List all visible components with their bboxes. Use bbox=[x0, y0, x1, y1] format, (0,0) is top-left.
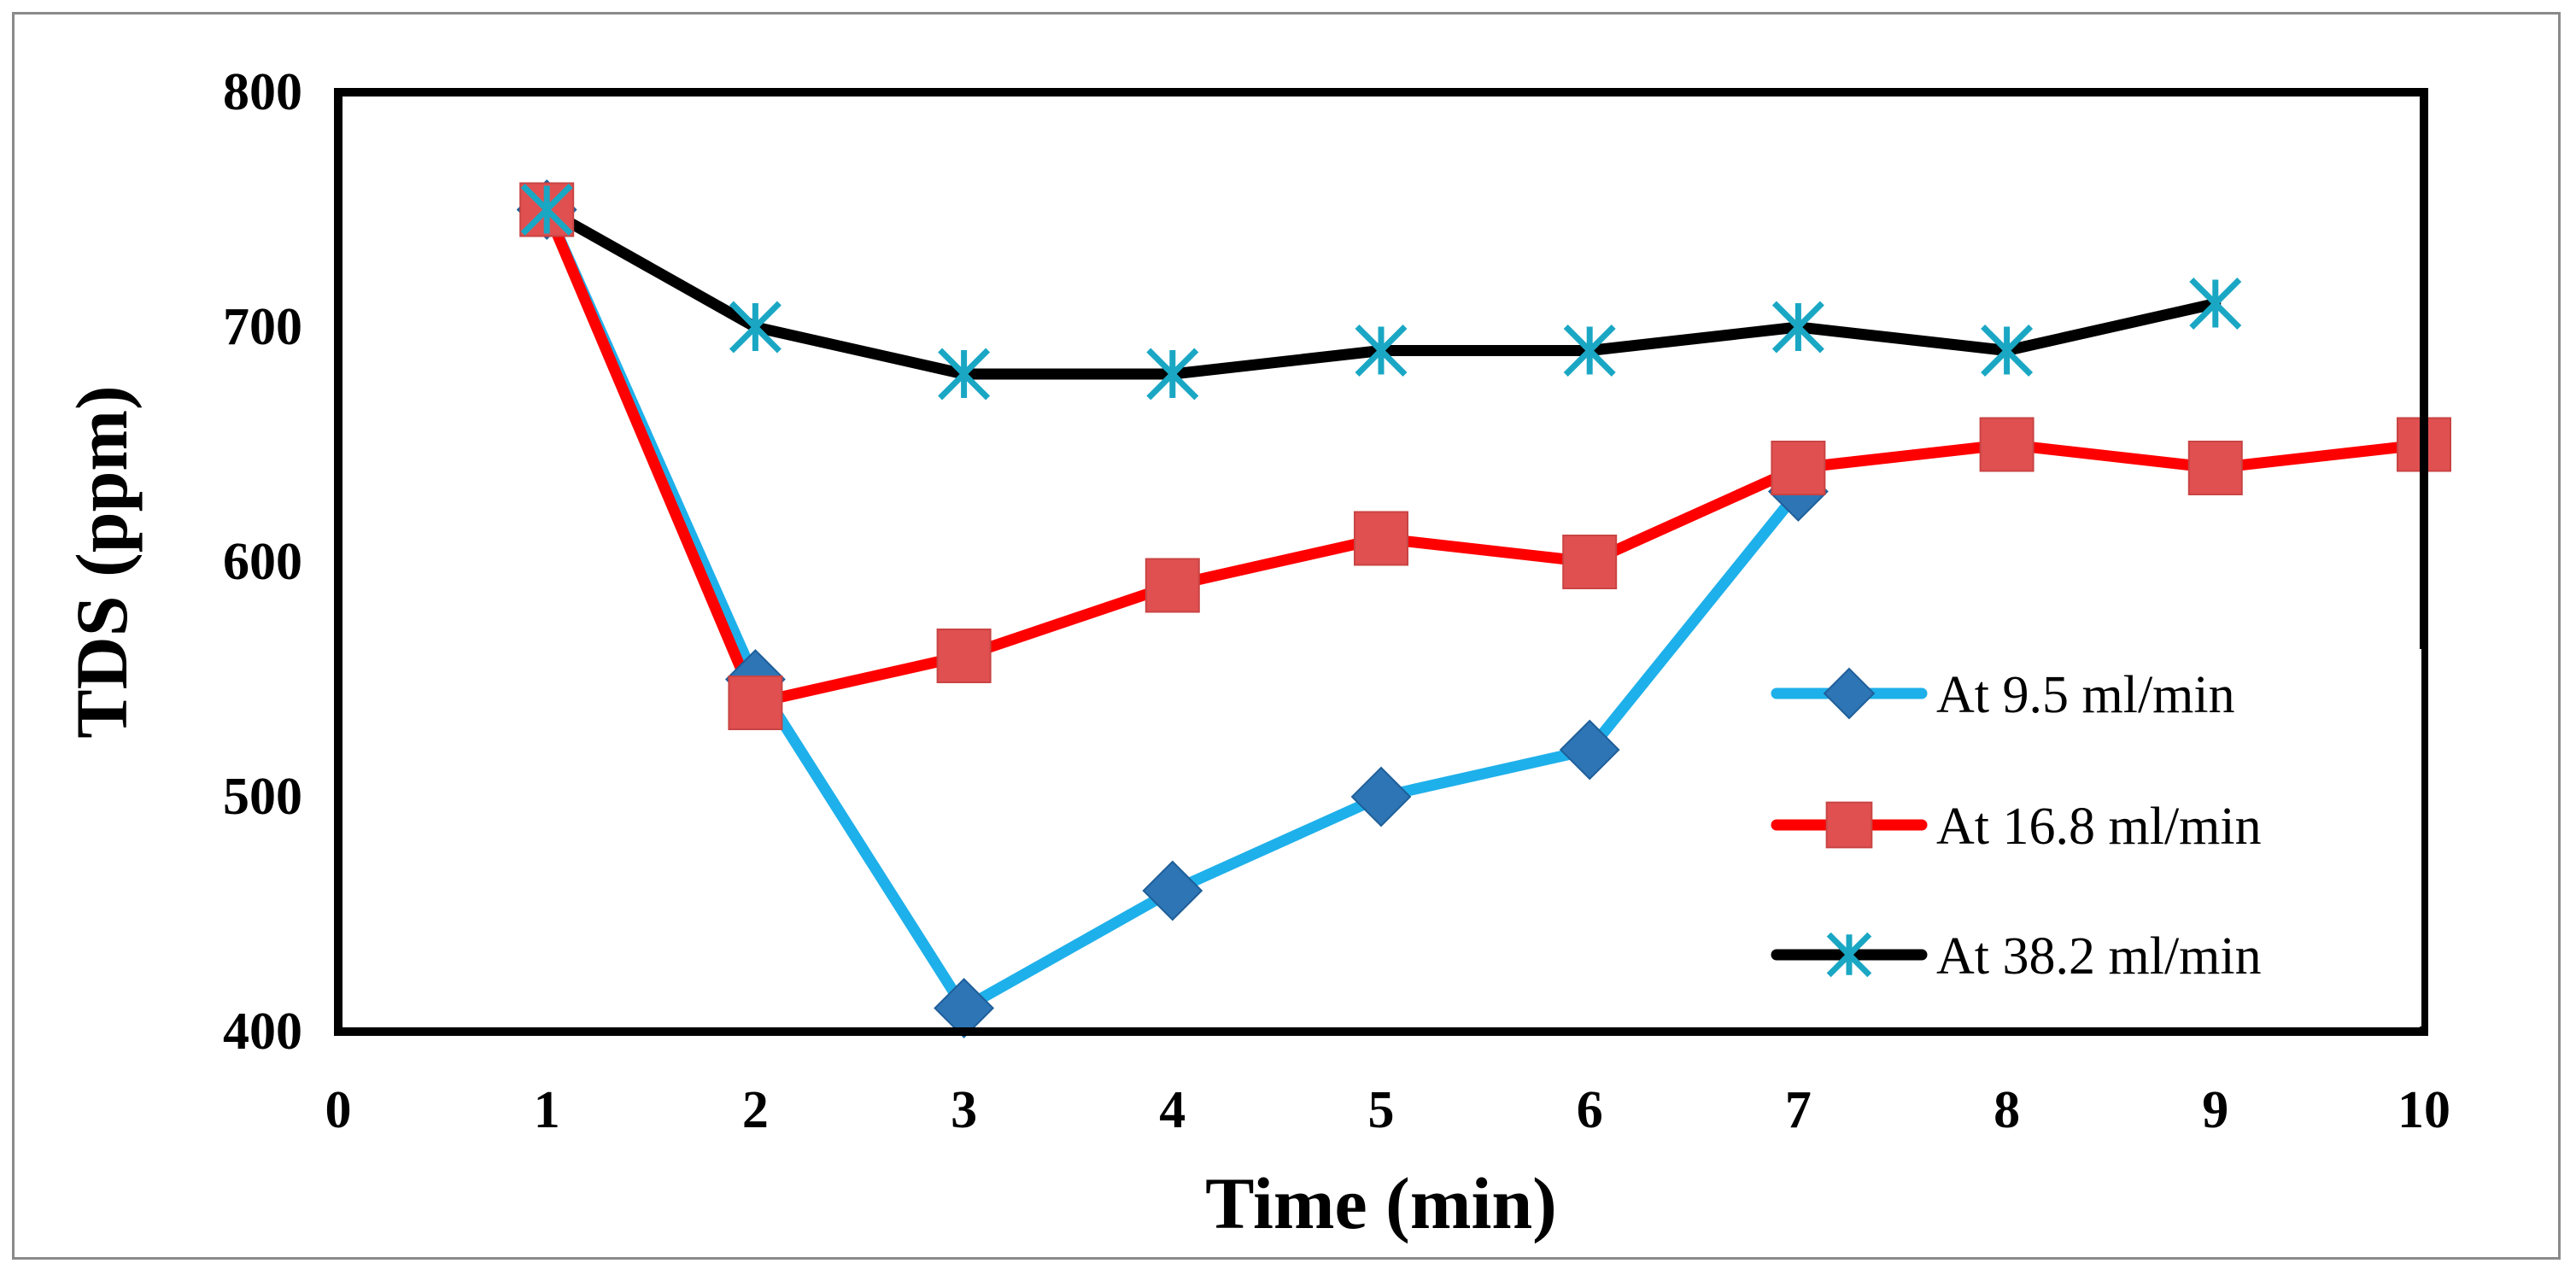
y-tick-label: 700 bbox=[223, 298, 302, 356]
series-2-point bbox=[1145, 558, 1200, 613]
series-3-point bbox=[520, 184, 573, 236]
series-2-point bbox=[728, 676, 783, 730]
x-tick-label: 0 bbox=[325, 1081, 352, 1139]
y-tick-label: 600 bbox=[223, 533, 302, 591]
legend-marker bbox=[1825, 801, 1873, 849]
y-tick-label: 800 bbox=[223, 63, 302, 121]
series-3-point bbox=[1355, 325, 1408, 377]
series-2-point bbox=[1354, 511, 1408, 566]
legend: At 9.5 ml/min At 16.8 ml/min At 38.2 ml/mi… bbox=[1738, 649, 2421, 1026]
legend-marker bbox=[1826, 932, 1872, 978]
series-3-point bbox=[1771, 301, 1824, 354]
x-tick-labels: 0 1 2 3 4 5 6 7 8 9 10 bbox=[325, 1081, 2451, 1139]
plot-area-border bbox=[334, 88, 2428, 1036]
series-layer bbox=[516, 179, 2451, 1038]
series-1-point bbox=[934, 978, 995, 1038]
series-3-point bbox=[1563, 325, 1616, 377]
y-tick-label: 400 bbox=[223, 1003, 302, 1061]
y-tick-label: 500 bbox=[223, 768, 302, 826]
series-2-point bbox=[1562, 535, 1618, 589]
series-2-point bbox=[936, 629, 992, 683]
series-3-point bbox=[2189, 278, 2242, 330]
series-1-point bbox=[1559, 719, 1620, 781]
x-tick-label: 3 bbox=[951, 1081, 977, 1139]
x-tick-label: 4 bbox=[1159, 1081, 1186, 1139]
x-tick-label: 7 bbox=[1785, 1081, 1812, 1139]
x-tick-label: 2 bbox=[742, 1081, 769, 1139]
x-tick-label: 10 bbox=[2397, 1081, 2450, 1139]
series-3-point bbox=[1981, 325, 2034, 377]
series-3-point bbox=[938, 348, 991, 401]
legend-marker bbox=[1823, 667, 1876, 720]
x-axis-title: Time (min) bbox=[1205, 1162, 1557, 1244]
x-tick-label: 1 bbox=[534, 1081, 560, 1139]
series-3-point bbox=[729, 301, 782, 354]
legend-label: At 38.2 ml/min bbox=[1936, 927, 2262, 985]
series-1-point bbox=[1350, 766, 1412, 828]
chart-frame bbox=[12, 12, 2561, 1260]
legend-label: At 9.5 ml/min bbox=[1936, 666, 2235, 724]
x-tick-label: 6 bbox=[1577, 1081, 1603, 1139]
series-2-point bbox=[1771, 441, 1826, 495]
y-tick-labels: 400 500 600 700 800 bbox=[223, 63, 302, 1061]
y-axis-title: TDS (ppm) bbox=[61, 385, 143, 738]
series-2-point bbox=[2187, 441, 2243, 495]
x-tick-label: 9 bbox=[2202, 1081, 2228, 1139]
series-1-point bbox=[1142, 860, 1203, 921]
x-tick-label: 5 bbox=[1368, 1081, 1395, 1139]
series-3-point bbox=[1146, 348, 1199, 401]
x-tick-label: 8 bbox=[1993, 1081, 2020, 1139]
series-2-point bbox=[1979, 417, 2034, 472]
series-line-2 bbox=[541, 204, 2430, 709]
legend-items: At 9.5 ml/min At 16.8 ml/min At 38.2 ml/mi… bbox=[1771, 666, 2262, 985]
legend-label: At 16.8 ml/min bbox=[1936, 798, 2262, 856]
